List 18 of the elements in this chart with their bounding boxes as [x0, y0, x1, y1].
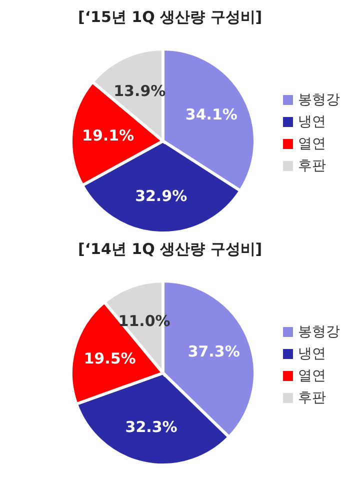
data-label: 13.9% [114, 82, 166, 100]
data-label: 32.9% [135, 187, 188, 206]
data-label: 11.0% [118, 312, 170, 330]
data-label: 37.3% [188, 342, 240, 360]
chart-title: [‘15년 1Q 생산량 구성비] [77, 8, 264, 28]
legend-label: 후판 [298, 389, 326, 407]
data-label: 19.5% [84, 349, 136, 368]
data-label: 32.3% [125, 418, 178, 436]
legend-label: 열연 [298, 367, 326, 385]
legend-label: 냉연 [298, 345, 326, 363]
legend-label: 봉형강 [298, 323, 340, 341]
legend-label: 봉형강 [298, 91, 340, 109]
chart-title: [‘14년 1Q 생산량 구성비] [77, 240, 264, 260]
data-label: 34.1% [185, 106, 238, 124]
data-label: 19.1% [82, 126, 134, 145]
legend-label: 후판 [298, 157, 326, 175]
legend-label: 열연 [298, 135, 326, 153]
legend-label: 냉연 [298, 113, 326, 131]
